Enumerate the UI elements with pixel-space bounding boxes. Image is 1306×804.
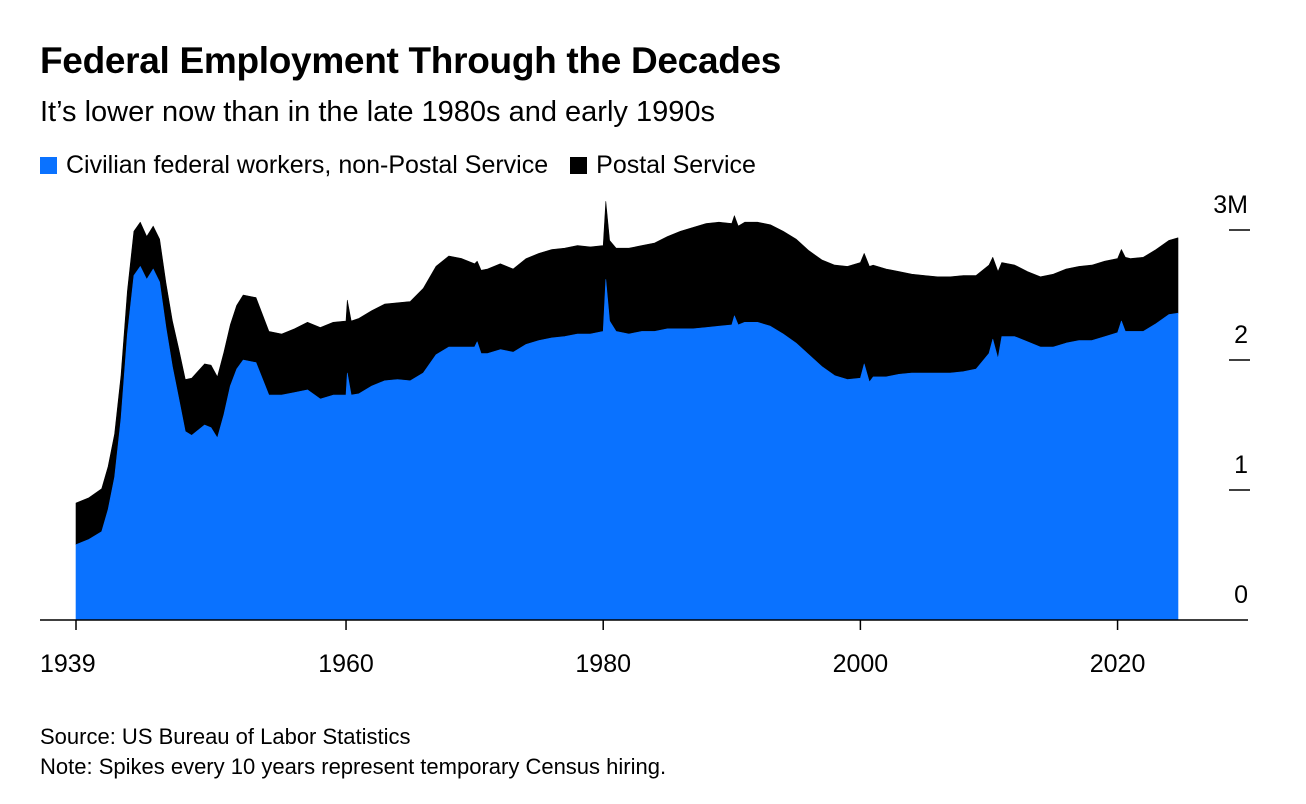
legend-label-civilian: Civilian federal workers, non-Postal Ser… [66, 151, 549, 179]
source-note: Source: US Bureau of Labor Statistics [40, 724, 411, 749]
x-tick-label-2000: 2000 [833, 650, 889, 678]
legend-label-postal: Postal Service [596, 151, 756, 179]
chart-subtitle: It’s lower now than in the late 1980s an… [40, 96, 715, 128]
x-tick-label-1960: 1960 [318, 650, 374, 678]
y-tick-label-0: 0 [1234, 581, 1248, 609]
y-tick-label-2: 2 [1234, 321, 1248, 349]
x-tick-label-2020: 2020 [1090, 650, 1146, 678]
chart-title: Federal Employment Through the Decades [40, 40, 782, 81]
legend: Civilian federal workers, non-Postal Ser… [40, 151, 778, 180]
y-tick-label-3: 3M [1213, 191, 1248, 219]
footnote: Note: Spikes every 10 years represent te… [40, 754, 667, 779]
y-tick-label-1: 1 [1234, 451, 1248, 479]
legend-item-civilian: Civilian federal workers, non-Postal Ser… [40, 151, 548, 180]
legend-item-postal: Postal Service [570, 151, 756, 180]
x-tick-label-1980: 1980 [575, 650, 631, 678]
x-tick-label-1939: 1939 [40, 650, 96, 678]
footer: Source: US Bureau of Labor Statistics No… [40, 722, 666, 782]
series-area-civilian [75, 266, 1179, 621]
legend-swatch-civilian [40, 157, 57, 174]
legend-swatch-postal [570, 157, 588, 174]
